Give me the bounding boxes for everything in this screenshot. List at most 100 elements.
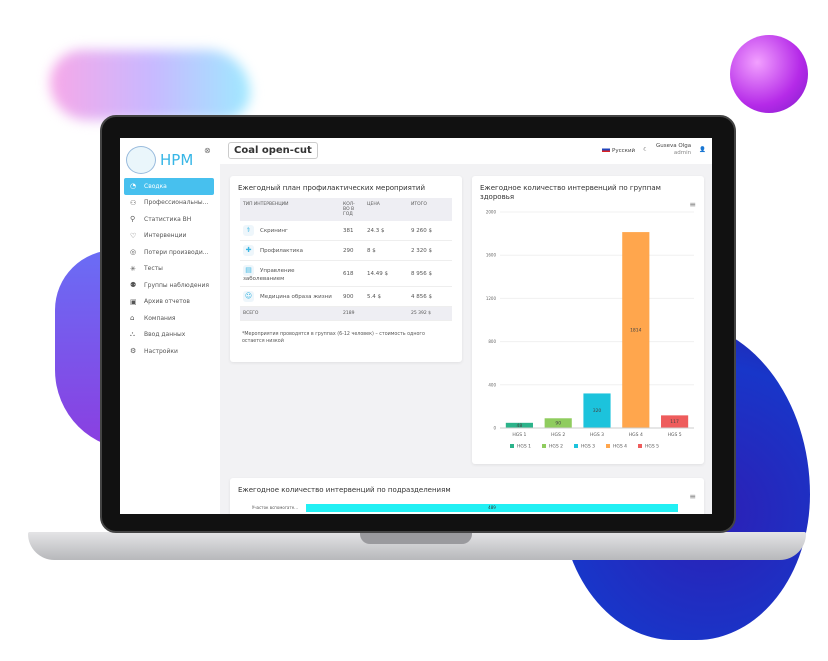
logo[interactable]: HPM: [126, 146, 193, 174]
sidebar-item-label: Архив отчетов: [144, 298, 190, 306]
bar[interactable]: [544, 418, 572, 428]
price: 14.49 $: [364, 260, 408, 287]
x-tick-label: HGS 1: [512, 432, 526, 438]
user-icon[interactable]: 👤: [699, 147, 706, 153]
sidebar-item[interactable]: ⚲ Статистика ВН: [124, 211, 214, 228]
bar[interactable]: [583, 393, 611, 428]
sidebar-item-label: Компания: [144, 314, 176, 322]
qty: 381: [340, 221, 364, 241]
sidebar-item-label: Профессиональны...: [144, 199, 209, 207]
company-selector[interactable]: Coal open-cut: [228, 142, 318, 159]
price: 5.4 $: [364, 286, 408, 307]
bar[interactable]: [661, 415, 689, 428]
hgs-bar-chart: 0 400 800 1200 1600 2000 48 HGS 1 HGS 1 90 HGS 2 HG…: [486, 210, 694, 450]
dark-mode-icon[interactable]: ☾: [643, 147, 649, 153]
y-tick-label: 400: [488, 382, 496, 387]
col-header: ТИП ИНТЕРВЕНЦИИ: [240, 198, 340, 221]
dept-bar: 489: [306, 504, 678, 512]
col-header: ЦЕНА: [364, 198, 408, 221]
legend-item[interactable]: HGS 5: [645, 444, 659, 450]
sidebar-item[interactable]: ◎ Потери производи...: [124, 244, 214, 261]
data-input-icon: ⛬: [130, 330, 135, 339]
col-header: КОЛ-ВО В ГОД: [340, 198, 364, 221]
bar[interactable]: [505, 422, 533, 428]
sidebar-item[interactable]: ⛬ Ввод данных: [124, 327, 214, 344]
col-header: ИТОГО: [408, 198, 452, 221]
decor-blob: [50, 50, 250, 120]
y-tick-label: 2000: [486, 210, 497, 215]
total-label: ВСЕГО: [240, 306, 340, 321]
user-role: admin: [673, 150, 692, 156]
plan-table: ТИП ИНТЕРВЕНЦИИ КОЛ-ВО В ГОД ЦЕНА ИТОГО ⚕ Ск…: [240, 198, 452, 321]
y-tick-label: 1600: [486, 253, 497, 258]
clipboard-icon: ▤: [243, 265, 254, 276]
sidebar-item-label: Ввод данных: [144, 331, 186, 339]
plan-card: Ежегодный план профилактических мероприя…: [230, 176, 462, 362]
total: 8 956 $: [408, 260, 452, 287]
bar-value-label: 320: [593, 408, 602, 414]
legend-swatch: [574, 444, 578, 448]
sidebar-item[interactable]: ⚉ Группы наблюдения: [124, 277, 214, 294]
home-icon: ⌂: [130, 314, 135, 323]
plan-note: *Мероприятия проводятся в группах (6-12 …: [242, 332, 425, 344]
hgs-chart-card: Ежегодное количество интервенций по груп…: [472, 176, 704, 464]
legend-swatch: [606, 444, 610, 448]
table-row: ▤ Управление заболеванием 618 14.49 $8 956 …: [240, 260, 452, 287]
language-selector[interactable]: Русский: [602, 146, 635, 154]
chart-title: Ежегодное количество интервенций по груп…: [480, 184, 661, 201]
y-tick-label: 0: [493, 426, 496, 431]
y-tick-label: 800: [488, 339, 496, 344]
legend-swatch: [542, 444, 546, 448]
sidebar-item[interactable]: ⌂ Компания: [124, 310, 214, 327]
sidebar-item-label: Настройки: [144, 347, 178, 355]
x-tick-label: HGS 4: [629, 432, 643, 438]
legend-item[interactable]: HGS 2: [549, 444, 563, 450]
table-row: ⚕ Скрининг 381 24.3 $9 260 $: [240, 221, 452, 241]
chart-menu-icon[interactable]: ≡: [689, 200, 696, 209]
bar-value-label: 48: [517, 423, 523, 429]
price: 24.3 $: [364, 221, 408, 241]
sidebar-item-label: Потери производи...: [144, 248, 209, 256]
sidebar-item[interactable]: ◔ Сводка: [124, 178, 214, 195]
x-tick-label: HGS 5: [668, 432, 682, 438]
archive-icon: ▣: [130, 297, 137, 306]
total: 2 320 $: [408, 240, 452, 261]
sidebar-nav: ◔ Сводка ⚇ Профессиональны... ⚲ Статистика ВН…: [124, 178, 214, 360]
x-tick-label: HGS 2: [551, 432, 565, 438]
sidebar-item-label: Сводка: [144, 182, 167, 190]
table-row: ☺ Медицина образа жизни 900 5.4 $4 856 $: [240, 286, 452, 307]
total-qty: 2189: [340, 306, 364, 321]
x-tick-label: HGS 3: [590, 432, 604, 438]
pie-chart-icon: ◔: [130, 182, 137, 191]
app-screen: HPM ⊗ ◔ Сводка ⚇ Профессиональны... ⚲ Статист…: [120, 138, 712, 514]
collapse-sidebar-icon[interactable]: ⊗: [204, 146, 211, 155]
sidebar-item[interactable]: ⚇ Профессиональны...: [124, 195, 214, 212]
chart-title: Ежегодное количество интервенций по подр…: [238, 486, 451, 494]
legend-item[interactable]: HGS 1: [517, 444, 531, 450]
sidebar-item-label: Интервенции: [144, 232, 187, 240]
sidebar-item[interactable]: ✳ Тесты: [124, 261, 214, 278]
sidebar-item[interactable]: ⚙ Настройки: [124, 343, 214, 360]
sidebar-item[interactable]: ♡ Интервенции: [124, 228, 214, 245]
dept-bar-value: 489: [488, 505, 496, 510]
bar-value-label: 117: [670, 419, 679, 425]
bar[interactable]: [622, 232, 650, 428]
laptop-notch: [360, 532, 472, 544]
plan-title: Ежегодный план профилактических мероприя…: [238, 184, 426, 192]
group-icon: ⚇: [130, 198, 137, 207]
total: 4 856 $: [408, 286, 452, 307]
y-tick-label: 1200: [486, 296, 497, 301]
bar-value-label: 90: [555, 421, 561, 427]
intervention-type: Управление заболеванием: [243, 268, 295, 282]
qty: 618: [340, 260, 364, 287]
user-info[interactable]: Guseva Olga admin: [656, 143, 691, 157]
chart-menu-icon[interactable]: ≡: [689, 492, 696, 501]
logo-text: HPM: [160, 151, 194, 169]
legend-item[interactable]: HGS 3: [581, 444, 595, 450]
price: 8 $: [364, 240, 408, 261]
sidebar-item-label: Тесты: [144, 265, 163, 273]
sidebar: HPM ⊗ ◔ Сводка ⚇ Профессиональны... ⚲ Статист…: [120, 138, 220, 514]
sidebar-item[interactable]: ▣ Архив отчетов: [124, 294, 214, 311]
hand-plus-icon: ✚: [243, 245, 254, 256]
legend-item[interactable]: HGS 4: [613, 444, 627, 450]
